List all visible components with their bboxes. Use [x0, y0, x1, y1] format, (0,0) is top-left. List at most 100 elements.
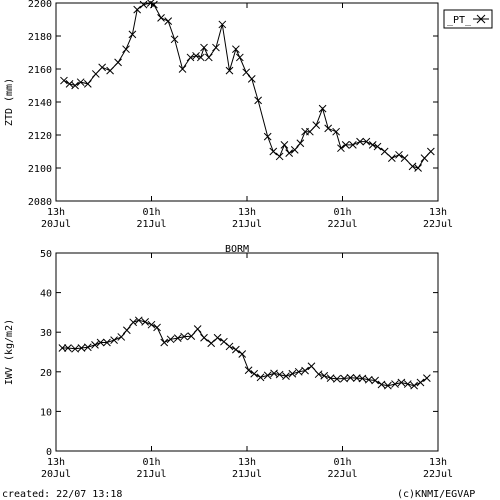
iwv-data-point: [77, 344, 86, 352]
iwv-data-point: [213, 333, 222, 342]
iwv-data-point: [358, 374, 367, 383]
ztd-data-point: [306, 127, 314, 136]
iwv-data-point: [307, 362, 316, 371]
iwv-data-point: [384, 381, 392, 390]
ztd-plot-frame: [55, 2, 439, 202]
ztd-y-tick-label: 2140: [28, 98, 52, 109]
iwv-data-point: [403, 380, 412, 388]
ztd-data-point: [150, 0, 158, 9]
ztd-y-tick-label: 2080: [28, 197, 52, 208]
ztd-data-point: [83, 79, 92, 88]
ztd-legend: _PT_: [443, 9, 493, 29]
iwv-data-point: [294, 367, 303, 376]
ztd-data-point: [133, 5, 142, 14]
ztd-data-point: [128, 30, 137, 39]
iwv-data-point: [423, 374, 431, 382]
ztd-y-tick-label: 2100: [28, 164, 52, 175]
ztd-x-tick-label-hour: 01h: [142, 207, 160, 218]
iwv-data-point: [282, 372, 290, 381]
iwv-data-point: [71, 344, 79, 353]
iwv-x-tick-label-date: 21Jul: [136, 469, 166, 480]
ztd-data-point: [348, 141, 357, 149]
iwv-panel-title: BORM: [225, 244, 249, 255]
ztd-data-point: [235, 53, 244, 62]
iwv-data-point: [129, 318, 138, 327]
ztd-data-point: [285, 149, 294, 158]
ztd-data-point: [324, 124, 333, 133]
iwv-data-point: [220, 337, 228, 346]
iwv-plot-frame: [55, 252, 439, 452]
ztd-data-point: [76, 78, 85, 87]
ztd-data-point: [65, 79, 74, 88]
ztd-data-point: [60, 76, 68, 85]
iwv-data-point: [391, 380, 399, 388]
iwv-y-tick-label: 40: [40, 289, 52, 300]
iwv-data-point: [207, 339, 216, 348]
iwv-data-point: [340, 374, 348, 383]
ztd-data-point: [312, 121, 321, 129]
ztd-legend-box: [443, 9, 493, 29]
ztd-x-tick-label-hour: 13h: [47, 207, 65, 218]
iwv-data-point: [301, 366, 309, 375]
ztd-data-point: [204, 53, 213, 62]
ztd-data-point: [106, 66, 114, 75]
ztd-data-point: [247, 75, 256, 83]
ztd-legend-marker: [473, 14, 489, 24]
ztd-x-tick-label-date: 22Jul: [327, 219, 357, 230]
iwv-data-point: [371, 376, 379, 385]
ztd-data-point: [269, 147, 278, 156]
ztd-x-tick-label-hour: 01h: [333, 207, 351, 218]
ztd-data-point: [122, 45, 130, 54]
iwv-data-point: [64, 344, 72, 352]
iwv-data-point: [232, 345, 240, 354]
created-timestamp: created: 22/07 13:18: [2, 489, 122, 500]
ztd-data-point: [373, 142, 382, 151]
ztd-data-point: [170, 35, 179, 44]
iwv-data-point: [326, 374, 335, 382]
iwv-data-point: [320, 371, 329, 380]
iwv-data-point: [160, 338, 169, 347]
ztd-x-tick-label-date: 22Jul: [423, 219, 453, 230]
iwv-data-point: [147, 320, 156, 329]
ztd-panel: ZTD (mm) _PT_ 2080 2100 2120 2140 2160 2180 22…: [4, 0, 493, 230]
ztd-data-point: [212, 43, 220, 52]
ztd-x-tick-label-hour: 13h: [429, 207, 447, 218]
iwv-y-tick-label: 50: [40, 249, 52, 260]
ztd-data-point: [200, 43, 208, 52]
iwv-data-point: [314, 370, 323, 379]
ztd-data-point: [275, 152, 284, 161]
ztd-data-point: [254, 96, 262, 105]
iwv-data-point: [117, 333, 126, 341]
ztd-data-point: [296, 139, 305, 148]
iwv-data-point: [333, 375, 341, 383]
ztd-x-tick-label-date: 21Jul: [136, 219, 166, 230]
ztd-data-point: [164, 17, 173, 26]
iwv-data-point: [346, 373, 355, 382]
ztd-data-point: [395, 150, 403, 159]
ztd-x-tick-label-hour: 13h: [238, 207, 256, 218]
iwv-data-point: [110, 336, 118, 344]
iwv-data-point: [244, 366, 253, 375]
ztd-data-point: [91, 70, 100, 78]
iwv-data-point: [397, 378, 406, 387]
ztd-data-point: [225, 66, 234, 75]
iwv-data-point: [187, 332, 196, 341]
ztd-x-tick-label-date: 20Jul: [41, 219, 71, 230]
ztd-data-point: [341, 141, 350, 149]
ztd-data-point: [356, 137, 364, 146]
ztd-data-point: [420, 154, 429, 162]
iwv-data-point: [153, 323, 161, 332]
iwv-data-point: [250, 369, 259, 378]
iwv-y-tick-label: 30: [40, 328, 52, 339]
ztd-y-tick-label: 2200: [28, 0, 52, 10]
iwv-data-point: [166, 335, 175, 344]
iwv-data-point: [288, 369, 297, 378]
ztd-data-point: [362, 137, 371, 146]
ztd-data-point: [426, 147, 435, 156]
iwv-panel: BORM IWV (kg/m2) 0102030405013h20Jul01h2…: [4, 244, 453, 480]
ztd-data-point: [387, 154, 396, 162]
ztd-data-point: [263, 132, 272, 141]
iwv-y-tick-label: 20: [40, 368, 52, 379]
ztd-data-point: [71, 81, 79, 90]
ztd-data-point: [368, 141, 377, 149]
